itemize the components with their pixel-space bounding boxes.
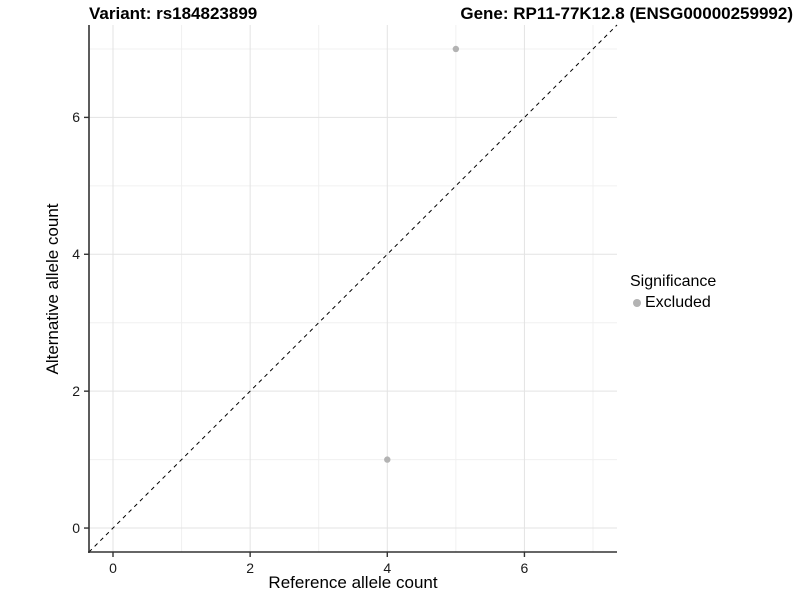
variant-title: Variant: rs184823899	[89, 4, 258, 23]
y-axis-tick-label: 0	[72, 520, 80, 537]
legend-item-label: Excluded	[645, 294, 711, 311]
legend: Significance Excluded	[630, 272, 716, 312]
gene-title: Gene: RP11-77K12.8 (ENSG00000259992)	[460, 4, 793, 23]
legend-point-icon	[633, 298, 641, 307]
x-axis-tick-label: 0	[109, 560, 117, 576]
x-axis-title: Reference allele count	[268, 573, 438, 592]
legend-item-excluded: Excluded	[630, 293, 716, 312]
data-point	[384, 456, 391, 463]
data-point	[452, 45, 460, 53]
y-axis-tick-label: 2	[72, 383, 80, 400]
plot-header: Variant: rs184823899 Gene: RP11-77K12.8 …	[89, 4, 793, 24]
x-axis-tick-label: 2	[246, 560, 255, 576]
identity-dashed-line	[88, 24, 618, 553]
y-axis-tick-label: 6	[72, 109, 80, 126]
y-axis-tick-label: 4	[72, 246, 80, 263]
y-axis-title: Alternative allele count	[43, 203, 62, 375]
x-axis-tick-label: 4	[383, 560, 392, 576]
legend-title: Significance	[630, 273, 717, 290]
x-axis-tick-label: 6	[520, 560, 529, 576]
